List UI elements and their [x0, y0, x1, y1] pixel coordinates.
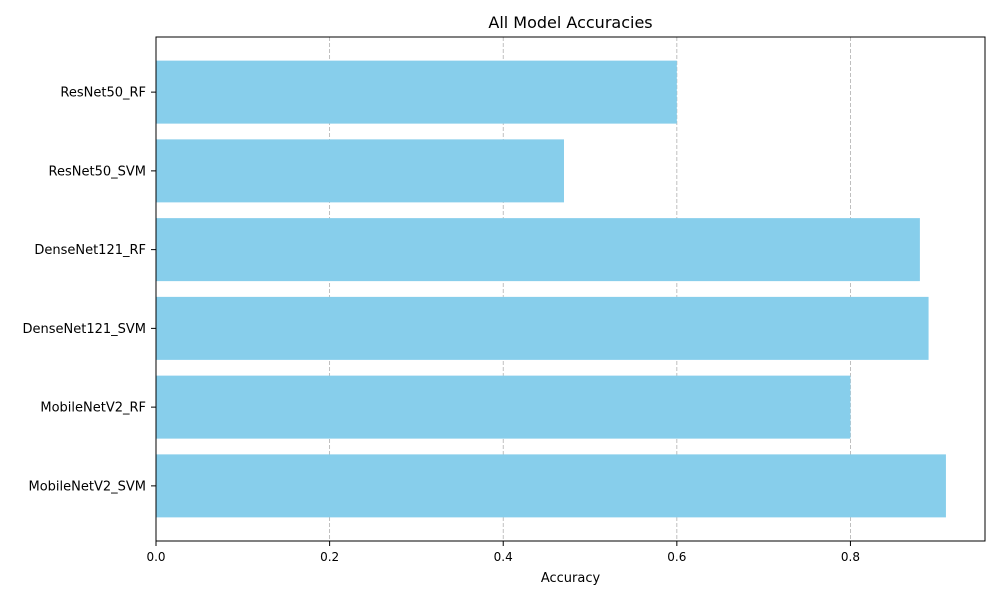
- bar-resnet50-rf: [156, 60, 677, 124]
- y-tick-label: DenseNet121_RF: [34, 243, 146, 258]
- x-tick-label: 0.0: [146, 550, 165, 564]
- x-tick-label: 0.6: [667, 550, 686, 564]
- chart-title: All Model Accuracies: [488, 13, 652, 32]
- x-tick-label: 0.2: [320, 550, 339, 564]
- x-tick-label: 0.8: [841, 550, 860, 564]
- ticks-layer: 0.0 0.2 0.4 0.6 0.8 ResNet50_RF ResNet50_SVM De…: [22, 86, 860, 564]
- y-tick-label: ResNet50_SVM: [49, 164, 146, 179]
- bar-densenet121-rf: [156, 218, 920, 282]
- y-tick-label: MobileNetV2_SVM: [29, 479, 147, 494]
- y-tick-label: DenseNet121_SVM: [22, 322, 146, 337]
- bars-layer: [156, 60, 946, 518]
- y-tick-label: MobileNetV2_RF: [40, 401, 146, 416]
- x-tick-label: 0.4: [494, 550, 513, 564]
- x-axis-label: Accuracy: [541, 571, 601, 586]
- bar-mobilenetv2-rf: [156, 375, 851, 439]
- bar-mobilenetv2-svm: [156, 454, 946, 518]
- y-tick-label: ResNet50_RF: [60, 86, 146, 101]
- bar-densenet121-svm: [156, 296, 929, 360]
- bar-resnet50-svm: [156, 139, 564, 203]
- plot-frame: [155, 36, 986, 542]
